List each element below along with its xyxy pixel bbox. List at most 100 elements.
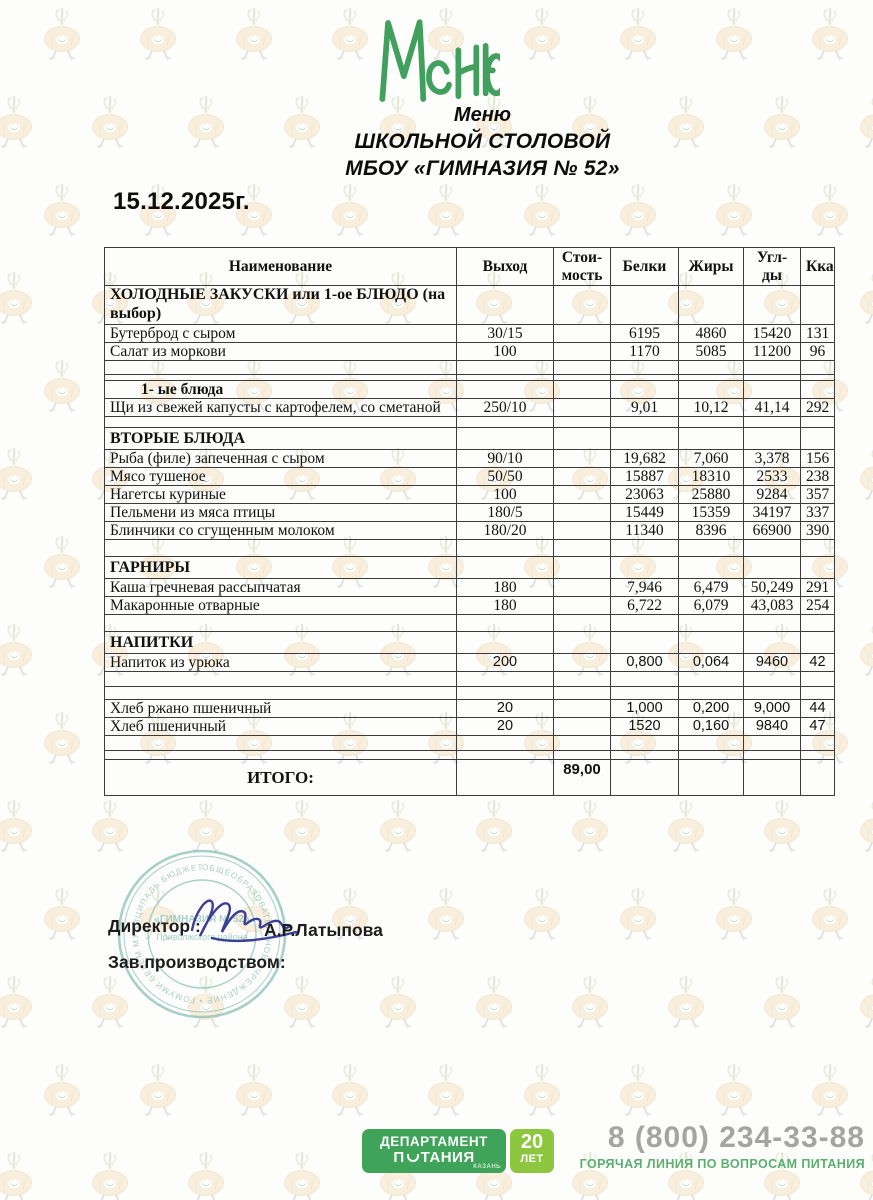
onion-mascot-icon: [764, 800, 800, 853]
cell-out: 100: [456, 341, 554, 361]
director-signature: [190, 899, 298, 943]
cell-name: Напиток из урюка: [104, 653, 457, 673]
onion-mascot-icon: [812, 888, 848, 941]
logo-line2-right: ТАНИЯ: [420, 1149, 475, 1166]
onion-mascot-icon: [476, 800, 512, 853]
cell-cost: [553, 397, 611, 417]
onion-mascot-icon: [668, 976, 704, 1029]
director-label: Директор :: [108, 916, 201, 936]
cell-carbs: 41,14: [743, 397, 801, 417]
cell-fat: [678, 686, 744, 701]
brand-title-handwritten: [379, 19, 500, 102]
onion-mascot-icon: [428, 184, 464, 237]
onion-mascot-icon: [44, 536, 80, 589]
cell-name: Бутерброд с сыром: [104, 323, 457, 343]
table-row: Пельмени из мяса птицы 180/5 15449 15359 341…: [104, 503, 835, 523]
onion-mascot-icon: [44, 888, 80, 941]
subtitle-line-school: ШКОЛЬНОЙ СТОЛОВОЙ: [354, 130, 611, 153]
onion-mascot-icon: [716, 184, 752, 237]
onion-mascot-icon: [236, 8, 272, 61]
cell-out: [456, 415, 554, 428]
cell-protein: [610, 415, 679, 428]
column-header-out: Выход: [456, 247, 554, 286]
cell-out: [456, 631, 554, 655]
table-row: Блинчики со сгущенным молоком 180/20 11340…: [104, 521, 835, 541]
cell-fat: [678, 556, 744, 580]
cell-kcal: [800, 631, 835, 655]
cell-kcal: [800, 750, 835, 761]
cell-cost: [553, 359, 611, 375]
cell-carbs: [743, 671, 801, 688]
cell-name: Нагетсы куриные: [104, 485, 457, 505]
table-row: НАПИТКИ: [104, 631, 835, 655]
cell-cost: [553, 735, 611, 752]
cell-name: [104, 686, 457, 701]
cell-protein: 0,800: [610, 653, 679, 673]
column-header-protein: Белки: [610, 247, 679, 286]
cell-protein: 1,000: [610, 699, 679, 719]
column-header-kcal: Ккал: [800, 247, 835, 286]
cell-name: Щи из свежей капусты с картофелем, со см…: [104, 397, 457, 417]
cell-cost: [553, 323, 611, 343]
badge-years: ЛЕТ: [520, 1153, 544, 1165]
onion-mascot-icon: [620, 8, 656, 61]
cell-cost: [553, 750, 611, 761]
cell-protein: [610, 426, 679, 450]
cell-fat: [678, 285, 744, 325]
cell-cost: [553, 341, 611, 361]
cell-name: Каша гречневая рассыпчатая: [104, 578, 457, 598]
cell-out: 30/15: [456, 323, 554, 343]
cell-name: ХОЛОДНЫЕ ЗАКУСКИ или 1-ое БЛЮДО (на выбо…: [104, 285, 457, 325]
cell-cost: [553, 466, 611, 487]
cell-fat: 5085: [678, 341, 744, 361]
smile-icon: [406, 1153, 419, 1162]
cell-name: Мясо тушеное: [104, 466, 457, 487]
cell-carbs: [743, 735, 801, 752]
production-manager-label: Зав.производством:: [108, 952, 286, 972]
table-row: [104, 359, 835, 375]
table-header-row: Наименование Выход Стои- мость Белки Жиры Угл…: [104, 247, 835, 286]
cell-fat: 0,160: [678, 717, 744, 737]
cell-fat: 10,12: [678, 397, 744, 417]
onion-mascot-icon: [44, 712, 80, 765]
cell-carbs: [743, 426, 801, 450]
cell-name: Блинчики со сгущенным молоком: [104, 521, 457, 541]
table-row: Щи из свежей капусты с картофелем, со см…: [104, 397, 835, 417]
food-department-logo: ДЕПАРТАМЕНТ П ТАНИЯ КАЗАНЬ 20 ЛЕТ: [362, 1129, 554, 1173]
onion-mascot-icon: [0, 624, 32, 677]
cell-fat: 15359: [678, 503, 744, 523]
logo-city: КАЗАНЬ: [473, 1164, 501, 1170]
cell-out: [456, 686, 554, 701]
cell-kcal: [800, 359, 835, 375]
hotline-block: 8 (800) 234-33-88 ГОРЯЧАЯ ЛИНИЯ ПО ВОПРО…: [580, 1122, 865, 1172]
cell-out: [456, 379, 554, 399]
table-row: Макаронные отварные 180 6,722 6,079 43,083 25…: [104, 596, 835, 616]
onion-mascot-icon: [428, 1064, 464, 1117]
document-subtitle: Меню ШКОЛЬНОЙ СТОЛОВОЙ МБОУ «ГИМНАЗИЯ № …: [46, 102, 873, 182]
cell-kcal: 44: [800, 699, 835, 719]
table-row: ВТОРЫЕ БЛЮДА: [104, 426, 835, 450]
onion-mascot-icon: [0, 96, 32, 149]
cell-cost: [553, 699, 611, 719]
cell-kcal: 238: [800, 466, 835, 487]
cell-name: [104, 735, 457, 752]
cell-name: [104, 539, 457, 558]
onion-mascot-icon: [524, 8, 560, 61]
logo-line1: ДЕПАРТАМЕНТ: [380, 1134, 488, 1149]
table-row: [104, 671, 835, 688]
onion-mascot-icon: [572, 976, 608, 1029]
table-row: [104, 614, 835, 633]
cell-kcal: [800, 759, 835, 797]
cell-fat: [678, 631, 744, 655]
cell-cost: [553, 485, 611, 505]
cell-kcal: 96: [800, 341, 835, 361]
onion-mascot-icon: [764, 976, 800, 1029]
cell-carbs: 9460: [743, 653, 801, 673]
cell-cost: [553, 285, 611, 325]
cell-out: 250/10: [456, 397, 554, 417]
cell-out: 20: [456, 699, 554, 719]
cell-carbs: 15420: [743, 323, 801, 343]
table-row: 1- ые блюда: [104, 379, 835, 399]
cell-carbs: [743, 285, 801, 325]
